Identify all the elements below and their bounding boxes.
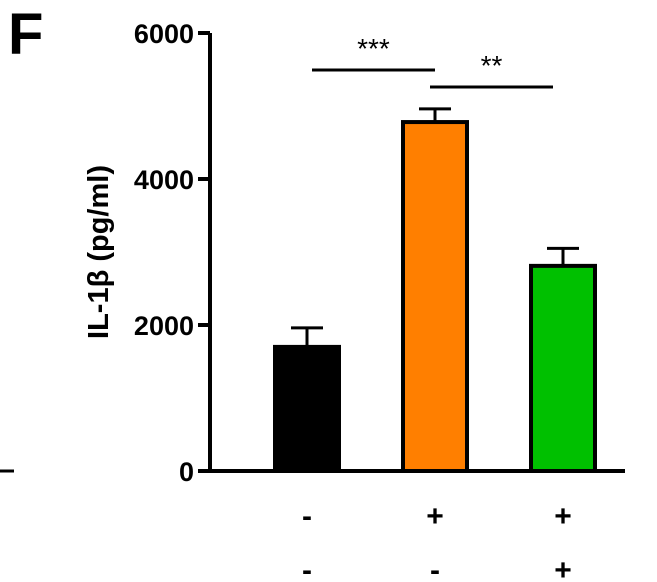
bar-group-1 [273,344,341,473]
condition-symbol: - [302,500,312,533]
y-tick-label: 6000 [134,19,194,49]
significance-brackets: ***** [312,33,553,89]
bar-group-3 [529,263,597,473]
significance-label: *** [357,33,390,64]
condition-symbol: + [554,500,572,533]
y-tick-label: 4000 [134,165,194,195]
bar-group-2 [401,120,469,473]
condition-symbol: + [554,554,572,582]
condition-symbol: - [430,554,440,582]
y-axis-title: IL-1β (pg/ml) [83,165,115,339]
error-bars [291,107,579,347]
y-ticks: 0 2000 4000 6000 [134,19,210,487]
significance-label: ** [481,50,503,81]
condition-symbol: - [302,554,312,582]
condition-symbol: + [426,500,444,533]
y-tick-label: 2000 [134,311,194,341]
bars [273,120,597,473]
y-tick-label: 0 [179,457,194,487]
panel-letter: F [8,2,43,67]
condition-rows: - + + - - + [302,500,572,582]
